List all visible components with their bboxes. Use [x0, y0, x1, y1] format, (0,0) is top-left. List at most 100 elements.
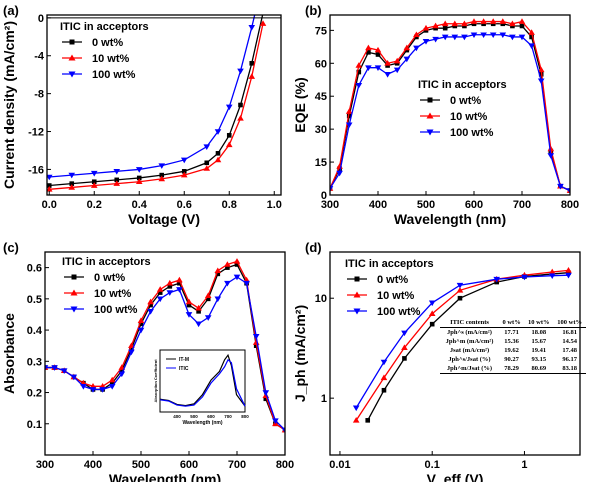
table-cell: Jph^m (mA/cm²) [445, 338, 494, 345]
table-row: Jph^s/Jsat (%) 90.27 93.15 96.17 [440, 355, 586, 364]
data-point [195, 304, 202, 311]
data-point [422, 39, 430, 45]
data-point [480, 18, 487, 24]
series-100wt [330, 32, 570, 194]
data-point [108, 376, 116, 383]
data-point [91, 179, 97, 185]
series-10wt [47, 20, 267, 192]
legend-label: 10 wt% [450, 111, 488, 123]
data-point [249, 61, 255, 66]
data-point [336, 170, 343, 177]
x-tick-label: 400 [369, 199, 387, 211]
data-point [128, 349, 135, 356]
legend-label: 10 wt% [92, 53, 130, 65]
data-point [195, 321, 202, 328]
data-point [548, 273, 556, 279]
data-point [233, 274, 241, 281]
panel-label: (a) [3, 3, 19, 18]
data-point [225, 265, 230, 270]
y-tick-label: -8 [34, 89, 44, 101]
x-axis-label: Voltage (V) [128, 211, 200, 227]
y-tick-label: 0.2 [27, 388, 42, 400]
data-point [80, 383, 87, 390]
data-point [456, 282, 464, 289]
legend-label: 0 wt% [377, 274, 408, 286]
data-point [422, 24, 430, 31]
y-tick-label: 60 [315, 58, 327, 70]
data-point [68, 54, 76, 61]
data-point [262, 390, 270, 396]
data-point [518, 18, 526, 24]
data-point [528, 43, 535, 50]
data-point [537, 78, 545, 85]
inset-legend-label: IT-M [179, 357, 189, 363]
data-point [186, 302, 192, 308]
data-point [70, 374, 78, 381]
data-point [114, 177, 120, 183]
data-point [137, 317, 145, 324]
data-point [113, 180, 121, 186]
data-point [489, 18, 497, 24]
series-100wt [47, 15, 256, 181]
data-point [428, 310, 436, 316]
legend-label: 0 wt% [94, 272, 125, 284]
data-point [401, 330, 408, 337]
data-point [557, 183, 564, 190]
inset-x-tick-label: 700 [224, 414, 232, 419]
data-point [384, 71, 391, 78]
data-point [489, 32, 497, 39]
data-point [345, 122, 353, 129]
data-point [147, 298, 154, 305]
data-point [374, 65, 382, 71]
legend-title: ITIC in acceptors [60, 21, 149, 33]
data-point [159, 172, 165, 178]
table-row: ITIC contents 0 wt% 10 wt% 100 wt% [440, 318, 586, 328]
data-point [461, 20, 468, 27]
data-point [252, 334, 260, 340]
data-point [203, 144, 211, 150]
data-point [352, 417, 360, 423]
table-cell: Jsat (mA/cm²) [449, 347, 490, 354]
y-tick-label: 0 [321, 190, 327, 202]
inset-x-axis-label: Wavelength (nm) [182, 420, 222, 426]
data-point [233, 258, 241, 264]
y-tick-label: 15 [315, 157, 327, 169]
panel-label: (d) [305, 240, 322, 255]
x-tick-label: 0.4 [132, 199, 148, 211]
data-point [393, 57, 401, 64]
legend-title: ITIC in acceptors [345, 258, 434, 270]
data-point [429, 321, 435, 327]
y-axis-label: Current density (mA/cm²) [1, 21, 17, 189]
data-point [237, 114, 244, 121]
inset-series-line [159, 358, 246, 407]
data-point [68, 172, 76, 179]
plot-frame [46, 14, 282, 196]
x-tick-label: 600 [465, 199, 483, 211]
x-axis-label: Wavelength (nm) [109, 471, 221, 482]
data-point [457, 295, 463, 301]
inset-x-tick-label: 400 [173, 414, 181, 419]
data-point [89, 387, 97, 393]
data-point [196, 309, 201, 314]
data-point [157, 290, 163, 295]
y-tick-label: 1 [321, 393, 327, 405]
data-point [70, 289, 78, 296]
series-100wt [352, 272, 572, 412]
data-point [528, 29, 535, 35]
data-point [214, 267, 222, 274]
table-cell: 100 wt% [553, 318, 586, 328]
data-point [238, 102, 243, 108]
data-point [47, 183, 52, 188]
data-point [225, 141, 233, 148]
data-point [99, 387, 106, 393]
table-cell: Jph^s/Jsat (%) [448, 356, 491, 363]
data-point [138, 321, 144, 327]
data-point [402, 356, 407, 361]
table-cell: ITIC contents [440, 318, 499, 328]
x-tick-label: 300 [36, 459, 54, 471]
series-100wt [45, 274, 285, 434]
data-point [381, 387, 387, 393]
data-point [69, 39, 75, 45]
inset-chart: IT-M ITIC 400 500 600 700 800 Wavelength (nm) Ab… [153, 349, 249, 426]
